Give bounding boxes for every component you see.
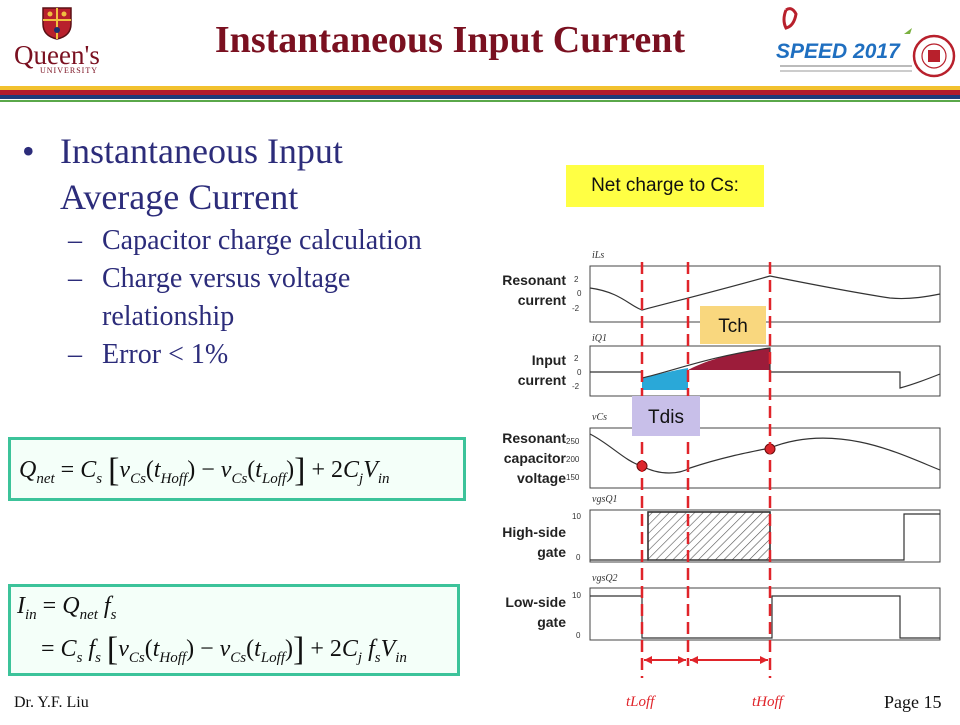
footer-author: Dr. Y.F. Liu (14, 694, 89, 711)
tick-q1-10: 10 (572, 512, 581, 521)
row-label-input-current: Input current (517, 352, 566, 388)
sub-bullet-1: – Capacitor charge calculation (68, 225, 422, 256)
tick-q1-0: 0 (576, 553, 581, 562)
signal-name-iq1: iQ1 (592, 333, 607, 344)
tch-label-box (700, 306, 766, 344)
tdis-label-box (632, 396, 700, 436)
university-logo-subtext: UNIVERSITY (40, 66, 98, 75)
tick-ils-zero: 0 (577, 289, 582, 298)
signal-name-ils: iLs (592, 250, 604, 261)
equation-iin-line2: = Cs fs [vCs(tHoff) − vCs(tLoff)] + 2Cj … (41, 631, 407, 668)
hatched-high-side-pulse (647, 511, 771, 561)
tick-vcs-200: 200 (566, 455, 580, 464)
header-rule-gold (0, 86, 960, 90)
header-rule-red (0, 90, 960, 95)
tick-vcs-250: 250 (566, 437, 580, 446)
tick-iq1-neg: -2 (572, 382, 580, 391)
conference-logo: SPEED 2017 (772, 6, 958, 86)
header-rule-green (0, 100, 960, 102)
university-logo (40, 6, 74, 40)
row-label-resonant-current: Resonant current (502, 272, 566, 308)
row-label-capacitor-voltage: Resonant capacitor voltage (502, 430, 566, 486)
equation-iin-line1: Iin = Qnet fs (17, 593, 117, 623)
row-label-low-side-gate: Low-side gate (505, 594, 566, 630)
trace-low-side-gate (590, 595, 940, 639)
equation-qnet: Qnet = Cs [vCs(tHoff) − vCs(tLoff)] + 2C… (19, 452, 390, 489)
arrowheads-tch (690, 656, 768, 664)
waveform-diagram: iLs iQ1 vCs vgsQ1 vgsQ2 2 0 -2 2 0 -2 25… (560, 248, 960, 720)
tick-vcs-150: 150 (566, 473, 580, 482)
tick-ils-pos: 2 (574, 275, 579, 284)
tick-q2-10: 10 (572, 591, 581, 600)
sub-bullet-3: – Error < 1% (68, 339, 229, 370)
signal-name-vcs: vCs (592, 412, 607, 423)
conference-logo-wordmark: SPEED 2017 (776, 40, 901, 63)
signal-name-vgsq1: vgsQ1 (592, 494, 618, 505)
equation-iin-box: Iin = Qnet fs = Cs fs [vCs(tHoff) − vCs(… (8, 584, 460, 676)
label-tloff: tLoff (626, 694, 656, 710)
header-rule-blue (0, 95, 960, 99)
sub-bullet-2: – Charge versus voltage relationship (68, 263, 351, 332)
footer-page-number: Page 15 (884, 692, 942, 712)
slide-title: Instantaneous Input Current (214, 19, 686, 61)
trace-resonant-current (589, 275, 941, 311)
net-charge-label: Net charge to Cs: (566, 165, 764, 207)
tick-iq1-zero: 0 (577, 368, 582, 377)
signal-name-vgsq2: vgsQ2 (592, 573, 618, 584)
bullet-main-line1: Instantaneous Input (60, 131, 343, 171)
equation-qnet-box: Qnet = Cs [vCs(tHoff) − vCs(tLoff)] + 2C… (8, 437, 466, 501)
university-logo-text: Queen's (14, 40, 100, 70)
bullet-list: • Instantaneous Input Average Current – C… (22, 128, 482, 374)
waveform-svg: iLs iQ1 vCs vgsQ1 vgsQ2 2 0 -2 2 0 -2 25… (566, 250, 941, 710)
bullet-main-line2: Average Current (60, 177, 299, 217)
label-thoff: tHoff (752, 694, 785, 710)
tick-q2-0: 0 (576, 631, 581, 640)
tdis-label: Tdis (648, 407, 684, 428)
tch-label: Tch (718, 316, 748, 337)
plot-frame-capacitor-voltage (589, 427, 941, 489)
bullet-main: • Instantaneous Input Average Current (22, 128, 482, 220)
area-discharge (642, 368, 688, 390)
tick-ils-neg: -2 (572, 304, 580, 313)
row-label-high-side-gate: High-side gate (502, 524, 566, 560)
plot-frame-low-side-gate (589, 587, 941, 641)
area-charge (688, 348, 770, 370)
tick-iq1-pos: 2 (574, 354, 579, 363)
trace-input-current (590, 347, 941, 389)
